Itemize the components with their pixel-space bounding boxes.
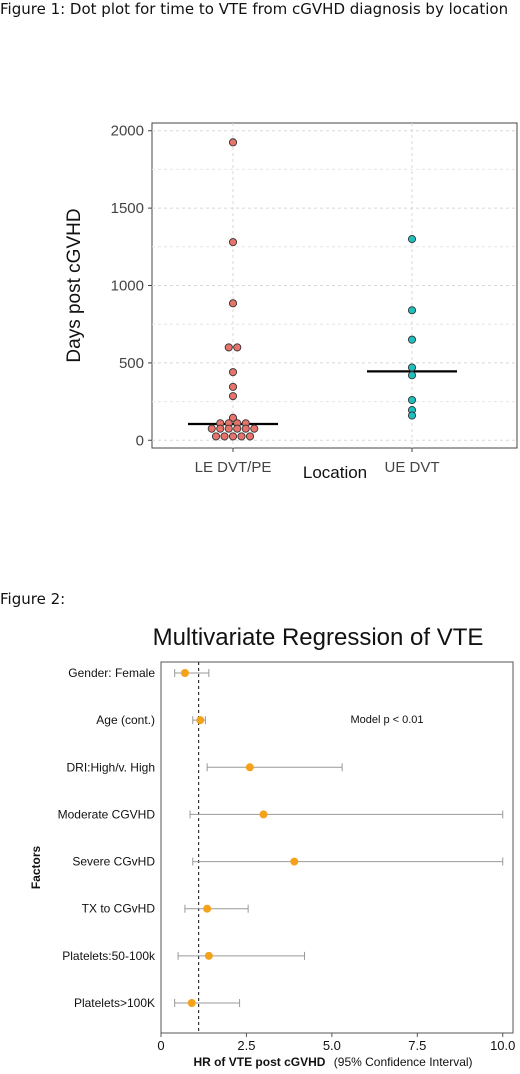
data-point <box>250 424 259 433</box>
forest-plot-x-axis-label-main: HR of VTE post cGVHD <box>193 1055 325 1069</box>
forest-plot-panel <box>160 661 514 1034</box>
data-point <box>407 306 417 315</box>
data-point <box>233 343 242 352</box>
factor-label: Age (cont.) <box>96 713 155 727</box>
dot-plot-chart: 0 500 1000 1500 2000 LE DVT/PE UE DVT Days po… <box>64 122 518 482</box>
data-point <box>237 432 246 441</box>
hr-point <box>203 904 212 913</box>
data-point <box>228 392 238 401</box>
data-point <box>407 363 417 372</box>
dot-plot-grid <box>152 123 517 448</box>
y-tick-label: 1500 <box>111 200 144 217</box>
dot-plot-y-ticks: 0 500 1000 1500 2000 <box>111 123 152 449</box>
factor-label: Severe CGvHD <box>72 855 155 869</box>
data-point <box>407 235 417 244</box>
x-tick-label: 0 <box>157 1038 164 1053</box>
hr-point <box>187 999 196 1007</box>
factor-label: Moderate CGVHD <box>58 807 156 821</box>
data-point <box>245 432 255 441</box>
data-point <box>407 335 417 344</box>
data-point <box>228 432 238 441</box>
x-tick-label: LE DVT/PE <box>195 459 272 476</box>
hr-point <box>290 857 299 866</box>
data-point <box>407 411 417 420</box>
hr-point <box>259 810 268 819</box>
data-point <box>228 368 238 377</box>
data-point <box>224 424 233 433</box>
hr-point <box>196 716 205 725</box>
figure2-caption: Figure 2: <box>0 590 66 608</box>
factor-label: Platelets>100K <box>74 996 155 1010</box>
y-tick-label: 0 <box>136 432 144 449</box>
factor-label: Platelets:50-100k <box>62 949 156 963</box>
dot-plot-points <box>207 138 417 441</box>
data-point <box>211 432 221 441</box>
forest-plot-rows: Gender: Female Age (cont.) DRI:High/v. Hig… <box>58 666 504 1010</box>
y-tick-label: 1000 <box>111 278 144 295</box>
data-point <box>407 395 417 405</box>
data-point <box>233 424 242 433</box>
hr-point <box>245 763 254 772</box>
x-tick-label: 2.5 <box>237 1038 255 1053</box>
dot-plot-y-axis-label: Days post cGVHD <box>64 208 85 362</box>
forest-plot-x-ticks: 0 2.5 5.0 7.5 10.0 <box>157 1033 515 1053</box>
data-point <box>207 424 216 433</box>
forest-plot-x-axis-label: HR of VTE post cGVHD (95% Confidence Int… <box>193 1055 472 1069</box>
factor-label: TX to CGvHD <box>82 902 156 916</box>
factor-label: DRI:High/v. High <box>67 760 155 774</box>
dot-plot-x-axis-label: Location <box>303 463 367 482</box>
hr-point <box>204 951 213 960</box>
x-tick-label: 10.0 <box>490 1038 515 1053</box>
y-tick-label: 2000 <box>111 123 144 140</box>
data-point <box>241 424 250 433</box>
figure1-caption: Figure 1: Dot plot for time to VTE from … <box>0 0 509 18</box>
x-tick-label: 5.0 <box>323 1038 341 1053</box>
x-tick-label: 7.5 <box>408 1038 426 1053</box>
data-point <box>224 343 233 352</box>
data-point <box>407 371 417 380</box>
hr-point <box>180 669 189 677</box>
data-point <box>228 299 238 308</box>
forest-plot-title: Multivariate Regression of VTE <box>153 624 484 651</box>
data-point <box>216 424 225 433</box>
x-tick-label: UE DVT <box>384 459 439 476</box>
data-point <box>228 413 238 422</box>
y-tick-label: 500 <box>119 355 144 372</box>
data-point <box>228 138 238 147</box>
forest-plot-y-axis-label: Factors <box>29 846 43 890</box>
forest-plot-annotation: Model p < 0.01 <box>350 714 423 726</box>
factor-label: Gender: Female <box>68 666 155 680</box>
data-point <box>220 432 229 441</box>
data-point <box>228 238 238 247</box>
forest-plot-x-axis-label-suffix: (95% Confidence Interval) <box>334 1055 473 1069</box>
data-point <box>228 382 238 391</box>
dot-plot-x-ticks: LE DVT/PE UE DVT <box>195 448 440 476</box>
